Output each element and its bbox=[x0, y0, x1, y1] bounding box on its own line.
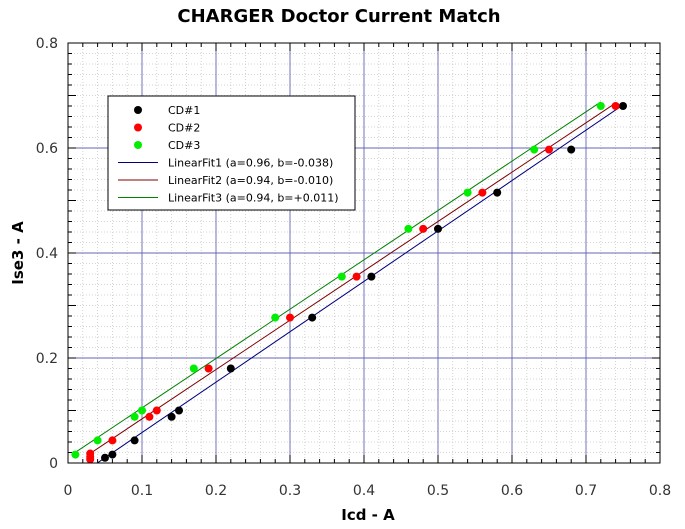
data-point bbox=[419, 224, 428, 233]
x-tick-label: 0.2 bbox=[205, 483, 227, 499]
x-tick-label: 0.4 bbox=[353, 483, 375, 499]
data-point bbox=[493, 188, 502, 197]
legend-entry: CD#1 bbox=[168, 104, 200, 117]
chart-title: CHARGER Doctor Current Match bbox=[177, 6, 500, 27]
legend-marker bbox=[134, 123, 142, 132]
data-point bbox=[204, 364, 213, 373]
data-point bbox=[167, 412, 176, 421]
fit-line bbox=[89, 102, 616, 454]
data-point bbox=[271, 313, 280, 322]
data-point bbox=[138, 406, 146, 415]
data-point bbox=[567, 145, 576, 154]
ticks bbox=[67, 42, 661, 464]
data-point bbox=[86, 449, 95, 458]
fit-line bbox=[97, 104, 624, 464]
y-tick-label: 0 bbox=[49, 456, 58, 472]
legend-entry: CD#3 bbox=[168, 139, 200, 152]
data-point bbox=[308, 313, 317, 322]
x-tick-label: 0.8 bbox=[649, 483, 671, 499]
data-point bbox=[611, 102, 620, 110]
data-point bbox=[286, 313, 294, 322]
y-tick-label: 0.8 bbox=[36, 36, 58, 52]
x-tick-label: 0.7 bbox=[575, 483, 597, 499]
data-point bbox=[434, 224, 442, 233]
data-point bbox=[175, 406, 183, 415]
data-point bbox=[463, 188, 472, 197]
x-axis-label: Icd - A bbox=[341, 506, 395, 524]
data-point bbox=[108, 450, 117, 459]
data-point bbox=[545, 145, 553, 154]
data-point bbox=[108, 436, 117, 445]
legend-marker bbox=[134, 141, 142, 149]
data-point bbox=[130, 436, 139, 445]
data-point bbox=[530, 145, 539, 154]
data-point bbox=[152, 406, 161, 415]
x-tick-label: 0 bbox=[64, 483, 73, 499]
legend-box bbox=[107, 95, 356, 211]
grid bbox=[68, 43, 660, 463]
y-tick-label: 0.6 bbox=[36, 141, 58, 157]
data-point bbox=[337, 272, 346, 281]
legend-marker bbox=[134, 106, 142, 114]
y-tick-label: 0.2 bbox=[36, 351, 58, 367]
tick-labels: 0 0.1 0.2 0.3 0.4 0.5 0.6 0.7 0.8 0 0.2 0.4 0.6 0.8 bbox=[36, 36, 671, 499]
x-tick-label: 0.6 bbox=[501, 483, 523, 499]
x-tick-label: 0.3 bbox=[279, 483, 301, 499]
data-point bbox=[145, 412, 154, 421]
data-point bbox=[189, 364, 198, 373]
data-points bbox=[71, 102, 627, 464]
legend: CD#1 CD#2 CD#3 LinearFit1 (a=0.96, b=-0.038… bbox=[107, 95, 356, 211]
y-tick-label: 0.4 bbox=[36, 246, 58, 262]
legend-entry: LinearFit1 (a=0.96, b=-0.038) bbox=[168, 157, 333, 170]
data-point bbox=[596, 102, 605, 110]
legend-entry: CD#2 bbox=[168, 122, 200, 135]
data-point bbox=[404, 224, 413, 233]
data-point bbox=[101, 453, 109, 462]
data-point bbox=[619, 102, 627, 110]
x-tick-label: 0.1 bbox=[131, 483, 153, 499]
data-point bbox=[352, 272, 361, 281]
data-point bbox=[226, 364, 235, 373]
data-point bbox=[367, 272, 376, 281]
data-point bbox=[93, 436, 102, 445]
data-point bbox=[71, 450, 80, 459]
x-tick-label: 0.5 bbox=[427, 483, 449, 499]
legend-entry: LinearFit2 (a=0.94, b=-0.010) bbox=[168, 174, 333, 187]
y-axis-label: Ise3 - A bbox=[9, 221, 27, 285]
data-point bbox=[478, 188, 487, 197]
data-point bbox=[130, 412, 139, 421]
legend-entry: LinearFit3 (a=0.94, b=+0.011) bbox=[168, 192, 339, 205]
